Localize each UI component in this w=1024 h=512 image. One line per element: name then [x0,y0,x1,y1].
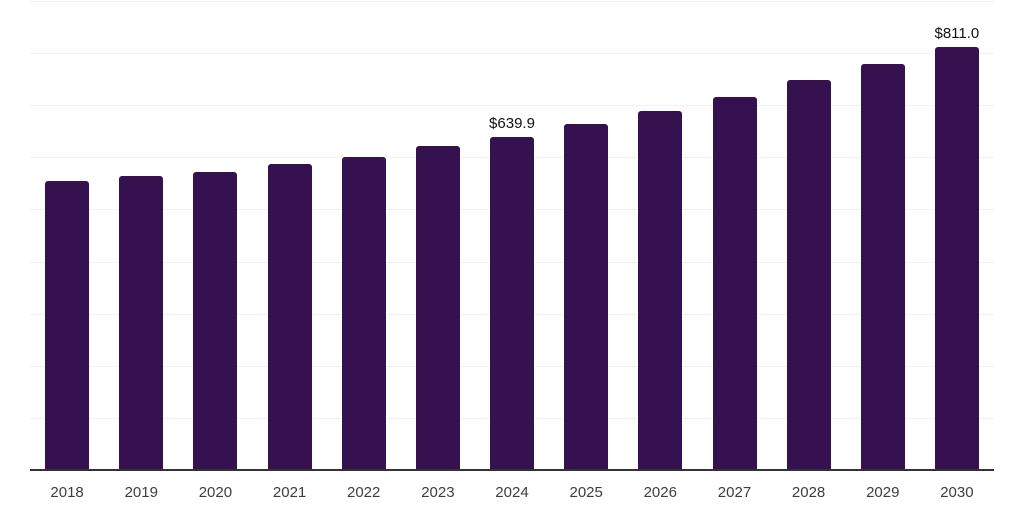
bar-2026 [638,110,683,470]
x-tick-label-2018: 2018 [50,484,84,501]
gridline-800 [30,53,994,55]
x-tick-label-2030: 2030 [940,484,974,501]
x-tick-label-2023: 2023 [421,484,455,501]
bar-2025 [564,123,609,470]
x-axis-line [30,469,994,471]
x-tick-label-2024: 2024 [495,484,529,501]
bar-2018 [45,180,90,470]
bar-2029 [860,64,905,470]
bar-2019 [119,175,164,470]
gridline-700 [30,105,994,107]
x-tick-label-2028: 2028 [791,484,826,501]
x-tick-label-2025: 2025 [569,484,603,501]
bar-2021 [267,163,312,470]
x-tick-label-2022: 2022 [347,484,381,501]
bar-2024 [490,136,534,470]
bar-2027 [712,96,757,470]
bar-2022 [341,156,386,470]
bar-2028 [786,80,831,470]
x-tick-label-2019: 2019 [124,484,158,501]
bar-2023 [415,145,460,470]
gridline-900 [30,1,994,2]
x-tick-label-2029: 2029 [866,484,900,501]
data-label-2030: $811.0 [934,25,980,43]
x-tick-label-2027: 2027 [717,484,752,501]
x-tick-label-2026: 2026 [643,484,677,501]
x-tick-label-2020: 2020 [198,484,233,501]
bar-2030 [934,47,979,470]
x-tick-label-2021: 2021 [272,484,307,501]
data-label-2024: $639.9 [489,114,535,132]
bar-2020 [193,171,238,470]
